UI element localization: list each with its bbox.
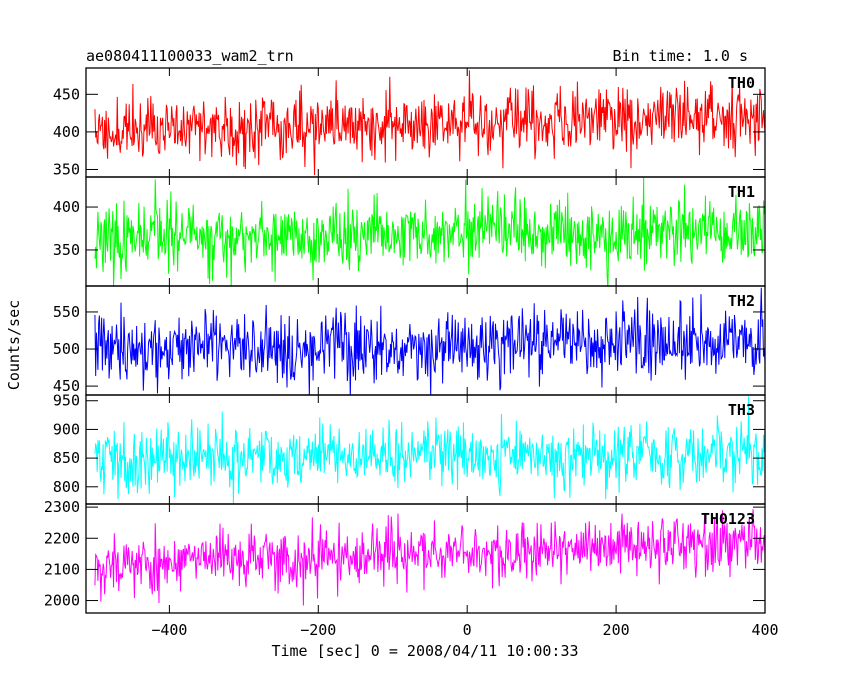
series-th2-line — [94, 287, 765, 395]
y-tick-label: 2300 — [44, 498, 80, 516]
y-tick-label: 950 — [53, 392, 80, 410]
y-tick-label: 850 — [53, 449, 80, 467]
y-tick-label: 450 — [53, 85, 80, 103]
y-tick-label: 550 — [53, 303, 80, 321]
bin-time-label: Bin time: 1.0 s — [613, 47, 748, 65]
panel-th3: 800 850 900 950 TH3 — [53, 392, 766, 505]
series-th0-line — [94, 70, 765, 176]
x-tick-label: 400 — [751, 621, 778, 639]
x-tick-label: −200 — [300, 621, 336, 639]
y-tick-label: 350 — [53, 160, 80, 178]
panels-group: 350 400 450 TH0 350 400 TH1 450 500 550 TH2 800 850 9… — [44, 67, 766, 614]
panel-label-th2: TH2 — [728, 292, 755, 310]
panel-label-th0123: TH0123 — [701, 510, 755, 528]
chart-title: ae080411100033_wam2_trn — [86, 47, 294, 65]
y-tick-label: 450 — [53, 377, 80, 395]
y-tick-label: 500 — [53, 340, 80, 358]
panel-th2: 450 500 550 TH2 — [53, 285, 766, 396]
panel-label-th1: TH1 — [728, 183, 755, 201]
y-tick-label: 800 — [53, 478, 80, 496]
panel-th0123: 2000 2100 2200 2300 TH0123 — [44, 498, 766, 614]
x-axis-label: Time [sec] 0 = 2008/04/11 10:00:33 — [271, 642, 578, 660]
panel-label-th0: TH0 — [728, 74, 755, 92]
y-tick-label: 350 — [53, 241, 80, 259]
x-axis: −400 −200 0 200 400 — [151, 621, 778, 639]
y-tick-label: 2000 — [44, 592, 80, 610]
panel-frame — [85, 503, 766, 614]
x-tick-label: 0 — [463, 621, 472, 639]
panel-th0: 350 400 450 TH0 — [53, 67, 766, 178]
y-tick-label: 2100 — [44, 560, 80, 578]
x-tick-label: −400 — [151, 621, 187, 639]
y-axis-label: Counts/sec — [5, 300, 23, 390]
y-tick-label: 400 — [53, 198, 80, 216]
x-tick-label: 200 — [603, 621, 630, 639]
panel-th1: 350 400 TH1 — [53, 176, 766, 287]
series-th0123-line — [94, 509, 765, 606]
y-tick-label: 400 — [53, 123, 80, 141]
series-th3-line — [94, 396, 765, 504]
y-tick-label: 2200 — [44, 529, 80, 547]
panel-label-th3: TH3 — [728, 401, 755, 419]
panel-frame — [85, 176, 766, 287]
series-th1-line — [94, 177, 765, 286]
y-tick-label: 900 — [53, 420, 80, 438]
